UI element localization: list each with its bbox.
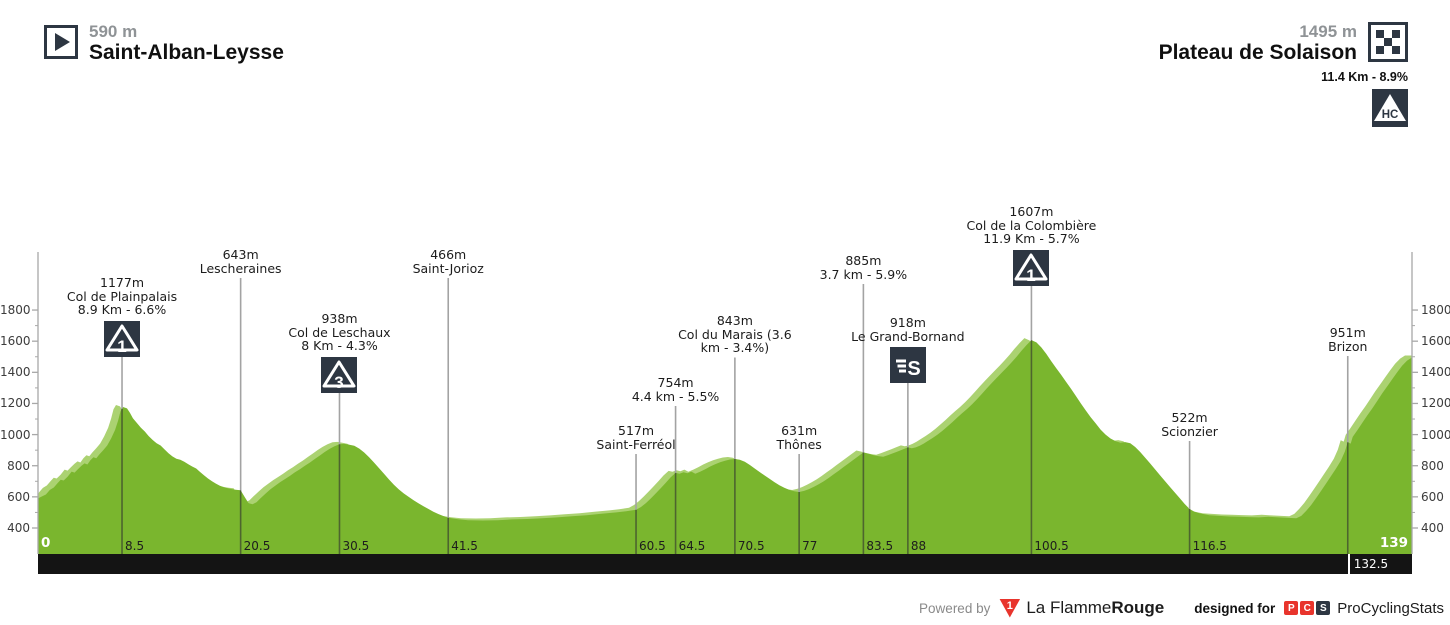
brand-bold: Rouge <box>1111 598 1165 617</box>
km-label: 20.5 <box>243 539 271 553</box>
svg-text:1: 1 <box>1027 266 1036 285</box>
y-axis-label-left: 800 <box>7 458 30 473</box>
finish-header: 1495 m Plateau de Solaison <box>1159 22 1408 65</box>
climb-marker-label: 3.7 km - 5.9% <box>819 266 908 282</box>
climb-marker-label: 938m <box>321 311 358 326</box>
bar-km-marker: 132.5 <box>1347 554 1388 574</box>
distance-axis-bar: 132.5 <box>38 554 1412 574</box>
y-axis-label-left: 1400 <box>0 365 31 380</box>
km-label: 77 <box>802 539 818 553</box>
climb-marker-label: Col de Leschaux <box>288 324 391 340</box>
climb-marker-label: 754m <box>657 375 694 390</box>
climb-marker-label: 522m <box>1171 410 1208 425</box>
km-label: 83.5 <box>866 539 894 553</box>
km-label: 70.5 <box>737 539 765 553</box>
y-axis-label-left: 400 <box>7 521 30 535</box>
y-axis-label-left: 1800 <box>0 303 31 318</box>
climb-marker-label: 631m <box>781 423 818 438</box>
finish-name: Plateau de Solaison <box>1158 41 1357 64</box>
climb-marker-label: Brizon <box>1328 338 1368 354</box>
start-header: 590 m Saint-Alban-Leysse <box>44 22 284 65</box>
category-3-climb-icon: 3 <box>321 356 358 397</box>
km-label: 8.5 <box>125 539 145 553</box>
km-label: 60.5 <box>639 539 666 553</box>
km-label: 41.5 <box>451 539 478 553</box>
y-axis-label-right: 600 <box>1421 489 1444 504</box>
svg-text:3: 3 <box>335 373 344 392</box>
km-label: 116.5 <box>1192 539 1227 553</box>
climb-marker-label: 843m <box>716 313 753 328</box>
climb-marker-label: 4.4 km - 5.5% <box>631 388 720 404</box>
climb-marker-label: 1607m <box>1009 204 1054 219</box>
climb-marker-label: 918m <box>889 315 926 330</box>
climb-marker-label: km - 3.4%) <box>700 340 770 355</box>
pcs-logo-c: C <box>1300 601 1315 615</box>
sprint-icon: S <box>889 347 926 387</box>
climb-marker-label: Col du Marais (3.6 <box>678 326 792 342</box>
km-label-finish: 139 <box>1379 535 1408 551</box>
finish-climb-summary: 11.4 Km - 8.9% <box>1321 70 1408 84</box>
pcs-logo-s: S <box>1316 601 1331 615</box>
play-triangle-icon <box>55 33 70 51</box>
y-axis-label-right: 400 <box>1421 521 1444 535</box>
climb-marker-label: Col de la Colombière <box>966 217 1097 233</box>
svg-text:HC: HC <box>1382 109 1399 121</box>
km-label: 88 <box>910 539 927 553</box>
y-axis-label-right: 800 <box>1421 458 1444 473</box>
category-1-climb-icon: 1 <box>1013 249 1050 290</box>
hc-climb-icon: HC <box>1372 89 1408 127</box>
km-label: 30.5 <box>342 539 370 553</box>
climb-marker-label: 517m <box>618 423 655 438</box>
climb-marker-label: Le Grand-Bornand <box>851 328 965 344</box>
y-axis-label-left: 1600 <box>0 334 31 349</box>
y-axis-label-left: 1200 <box>0 396 31 411</box>
brand-normal: La Flamme <box>1026 598 1112 617</box>
la-flamme-rouge-icon[interactable]: 1 <box>999 598 1021 618</box>
km-label: 64.5 <box>678 539 706 553</box>
checkered-flag-icon <box>1368 22 1408 62</box>
climb-marker-label: 885m <box>845 253 882 268</box>
climb-marker-label: Thônes <box>776 436 822 452</box>
climb-marker-label: Lescheraines <box>199 260 282 276</box>
finish-elevation: 1495 m <box>1299 22 1357 41</box>
climb-marker-label: 1177m <box>100 275 145 290</box>
start-elevation: 590 m <box>89 22 138 41</box>
y-axis-label-right: 1000 <box>1421 427 1450 442</box>
climb-marker-label: 8 Km - 4.3% <box>301 338 378 353</box>
procyclingstats-link[interactable]: ProCyclingStats <box>1337 599 1444 617</box>
climb-marker-label: 11.9 Km - 5.7% <box>983 231 1080 246</box>
climb-marker-label: Saint-Ferréol <box>596 436 676 452</box>
category-1-climb-icon: 1 <box>104 320 141 361</box>
y-axis-label-right: 1600 <box>1421 334 1450 349</box>
y-axis-label-right: 1400 <box>1421 365 1450 380</box>
profile-area <box>38 340 1412 554</box>
svg-text:1: 1 <box>117 337 126 356</box>
y-axis-label-right: 1200 <box>1421 396 1450 411</box>
climb-marker-label: 643m <box>222 247 259 262</box>
km-label-start: 0 <box>41 535 51 551</box>
pcs-logo-p: P <box>1284 601 1299 615</box>
start-name: Saint-Alban-Leysse <box>89 41 284 64</box>
y-axis-label-right: 1800 <box>1421 303 1450 318</box>
climb-marker-label: Col de Plainpalais <box>66 288 178 304</box>
footer: Powered by 1 La FlammeRouge designed for… <box>919 595 1444 621</box>
climb-marker-label: 466m <box>430 247 467 262</box>
designed-for-label: designed for <box>1194 600 1276 616</box>
climb-marker-label: 8.9 Km - 6.6% <box>77 302 167 317</box>
powered-by-label: Powered by <box>919 600 991 616</box>
climb-marker-label: Scionzier <box>1161 423 1218 439</box>
y-axis-label-left: 1000 <box>0 427 31 442</box>
svg-text:S: S <box>907 358 920 380</box>
y-axis-label-left: 600 <box>7 489 30 504</box>
km-label: 100.5 <box>1034 539 1069 553</box>
la-flamme-rouge-link[interactable]: La FlammeRouge <box>1026 598 1164 618</box>
climb-marker-label: 951m <box>1329 325 1366 340</box>
climb-marker-label: Saint-Jorioz <box>412 260 484 276</box>
start-play-icon <box>44 25 78 59</box>
